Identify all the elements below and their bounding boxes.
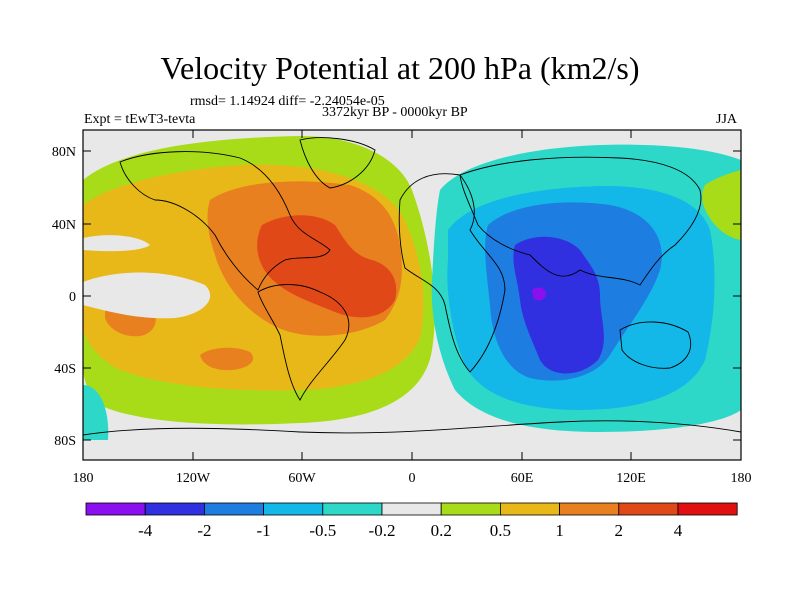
colorbar-swatch: [440, 502, 501, 516]
colorbar-label: -0.2: [369, 521, 396, 540]
colorbar-label: -4: [138, 521, 153, 540]
colorbar-label: -0.5: [309, 521, 336, 540]
colorbar-label: 1: [555, 521, 564, 540]
lat-tick-label: 80N: [52, 145, 76, 160]
lon-tick-label: 180: [731, 471, 752, 486]
lat-tick-label: 80S: [54, 434, 76, 449]
positive-western-pacific: [702, 170, 741, 240]
colorbar-label: 2: [615, 521, 624, 540]
colorbar-swatch: [203, 502, 264, 516]
lon-tick-label: 120E: [616, 471, 646, 486]
lat-tick-label: 0: [69, 290, 76, 305]
map-title: Velocity Potential at 200 hPa (km2/s): [160, 50, 640, 86]
experiment-label: Expt = tEwT3-tevta: [84, 112, 196, 127]
lon-tick-label: 120W: [176, 471, 211, 486]
axis-ticks: [82, 130, 742, 460]
colorbar-label: 0.2: [431, 521, 452, 540]
lon-tick-label: 0: [409, 471, 416, 486]
asia-coast: [459, 156, 702, 286]
colorbar-label: -1: [257, 521, 271, 540]
colorbar-swatch: [499, 502, 560, 516]
lon-tick-label: 180: [73, 471, 94, 486]
north-america-coast: [119, 151, 331, 291]
colorbar-swatch: [677, 502, 738, 516]
southern-cyan-patch: [83, 385, 109, 440]
colorbar-swatch: [618, 502, 679, 516]
colorbar: -4 -2 -1 -0.5 -0.2 0.2 0.5 1 2 4: [85, 502, 738, 540]
positive-southern-pacific: [200, 347, 254, 371]
season-label: JJA: [716, 112, 738, 127]
europe-africa-coast: [398, 173, 506, 373]
south-america-coast: [257, 284, 350, 401]
colorbar-swatch: [559, 502, 620, 516]
neutral-pacific-band: [83, 235, 150, 252]
neutral-pacific-patch: [83, 272, 211, 319]
colorbar-label: 0.5: [490, 521, 511, 540]
colorbar-swatch: [381, 502, 442, 516]
colorbar-swatch: [144, 502, 205, 516]
greenland-coast: [299, 137, 376, 189]
colorbar-swatch: [263, 502, 324, 516]
colorbar-swatch: [85, 502, 146, 516]
colorbar-swatch: [322, 502, 383, 516]
lon-tick-label: 60W: [288, 471, 316, 486]
lat-tick-label: 40S: [54, 362, 76, 377]
negative-4-region: [532, 287, 546, 301]
contour-fill: [83, 130, 741, 460]
colorbar-label: -2: [197, 521, 211, 540]
australia-coast: [619, 321, 692, 369]
colorbar-label: 4: [674, 521, 683, 540]
period-label: 3372kyr BP - 0000kyr BP: [322, 105, 468, 120]
stats-label: rmsd= 1.14924 diff= -2.24054e-05: [190, 94, 385, 109]
lon-tick-label: 60E: [511, 471, 534, 486]
antarctica-coast: [83, 420, 741, 436]
positive-2-region: [257, 215, 397, 318]
lat-tick-label: 40N: [52, 218, 76, 233]
coastlines: [83, 137, 741, 436]
